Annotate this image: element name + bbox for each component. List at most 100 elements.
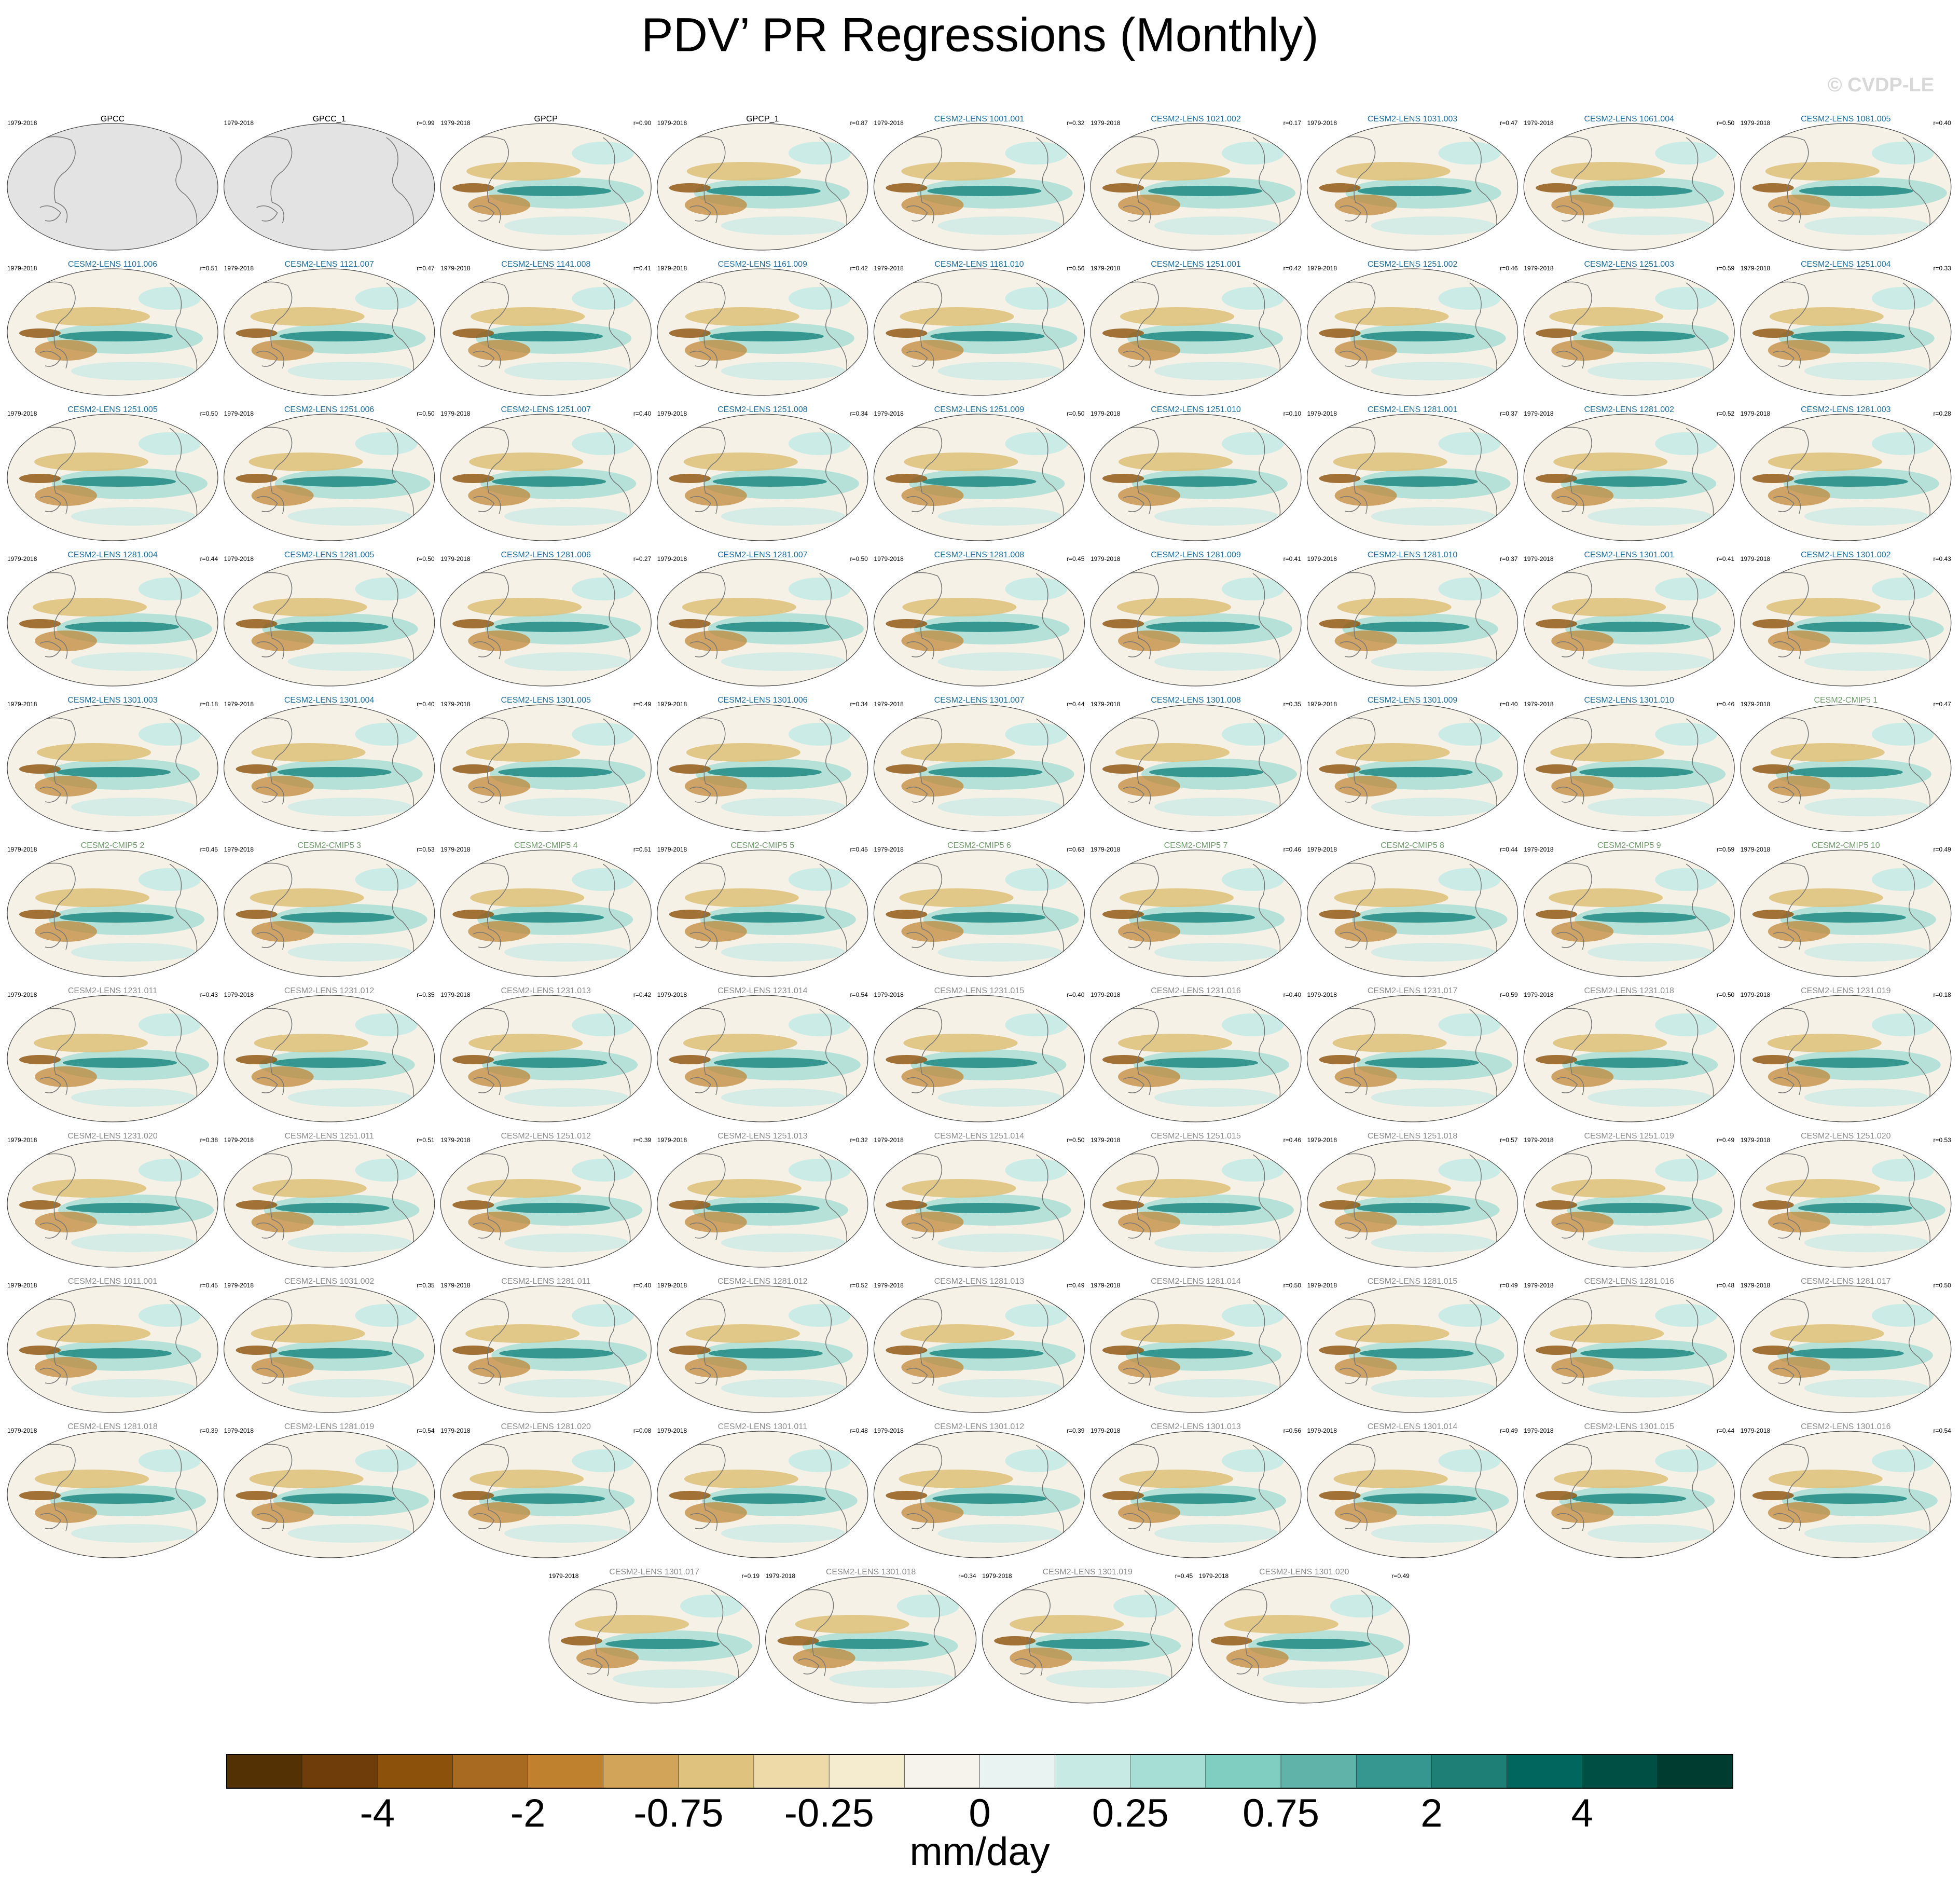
field-blob xyxy=(1551,1357,1614,1378)
panel-period: 1979-2018 xyxy=(1307,991,1337,998)
field-blob xyxy=(1871,287,1934,310)
coastline xyxy=(1757,1153,1931,1249)
colorbar-box xyxy=(1507,1754,1583,1789)
field-blob xyxy=(489,331,603,341)
field-blob xyxy=(937,507,1062,526)
field-blob xyxy=(1335,1324,1450,1343)
field-blob xyxy=(287,798,412,816)
field-blob xyxy=(1769,307,1884,326)
field-blob xyxy=(19,910,61,919)
map-outline xyxy=(224,849,435,977)
panel-r: r=0.40 xyxy=(417,701,435,708)
panel-title: CESM2-LENS 1251.002 xyxy=(1368,260,1458,269)
panel-r: r=0.40 xyxy=(633,410,652,417)
field-blob xyxy=(468,776,531,797)
field-blob xyxy=(1752,328,1794,338)
field-blob xyxy=(19,1055,61,1064)
coastline xyxy=(890,1298,1064,1394)
panel-title: CESM2-LENS 1251.013 xyxy=(717,1132,808,1141)
field-blob xyxy=(1551,340,1614,361)
field-blob xyxy=(1655,1159,1718,1182)
field-blob xyxy=(355,578,418,600)
map-panel: 1979-2018 CESM2-LENS 1231.017 r=0.59 xyxy=(1307,986,1519,1122)
panel-period: 1979-2018 xyxy=(440,555,471,563)
panel-r: r=0.18 xyxy=(200,701,218,708)
field-blob xyxy=(1102,328,1144,338)
field-blob xyxy=(251,485,314,506)
field-blob xyxy=(35,921,97,942)
coastline xyxy=(1757,862,1931,958)
panel-r: r=0.46 xyxy=(1717,701,1735,708)
field-blob xyxy=(1121,1324,1235,1343)
map-field xyxy=(1307,850,1518,977)
field-blob xyxy=(1334,921,1397,942)
colorbar-box xyxy=(1657,1754,1733,1789)
panel-period: 1979-2018 xyxy=(1307,1427,1337,1434)
map-panel: 1979-2018 CESM2-LENS 1231.013 r=0.42 xyxy=(440,986,652,1122)
map-outline xyxy=(873,123,1085,251)
panel-period: 1979-2018 xyxy=(657,701,687,708)
coastline xyxy=(890,136,1064,231)
field-blob xyxy=(1005,432,1068,455)
field-blob xyxy=(1804,798,1929,816)
field-blob xyxy=(71,943,196,962)
map-field xyxy=(7,414,218,541)
panel-r: r=0.35 xyxy=(417,991,435,998)
field-blob xyxy=(1804,943,1929,962)
panel-title: CESM2-LENS 1251.006 xyxy=(284,405,375,414)
panel-title: CESM2-LENS 1251.012 xyxy=(501,1132,591,1141)
field-blob xyxy=(1576,622,1691,632)
field-blob xyxy=(1102,619,1144,628)
field-blob xyxy=(1154,507,1279,526)
field-blob xyxy=(1010,1648,1072,1668)
panel-period: 1979-2018 xyxy=(224,846,254,853)
field-blob xyxy=(1804,216,1929,235)
panel-period: 1979-2018 xyxy=(440,119,471,127)
field-blob xyxy=(1319,183,1361,193)
map-field xyxy=(1307,124,1518,250)
field-blob xyxy=(1804,507,1929,526)
map-outline xyxy=(1307,1285,1519,1413)
field-blob xyxy=(1768,1066,1830,1087)
panel-r: r=0.46 xyxy=(1283,846,1302,853)
panel-r: r=0.44 xyxy=(1500,846,1518,853)
map-field xyxy=(657,1286,868,1412)
panel-period: 1979-2018 xyxy=(1524,1282,1554,1289)
coastline xyxy=(1107,862,1281,958)
field-blob xyxy=(35,1066,97,1087)
map-outline xyxy=(1523,849,1735,977)
panel-title: CESM2-LENS 1281.009 xyxy=(1151,551,1241,559)
field-blob xyxy=(788,1013,851,1036)
panel-title: CESM2-LENS 1251.011 xyxy=(284,1132,374,1141)
coastline xyxy=(1540,572,1714,667)
panel-title: CESM2-LENS 1301.002 xyxy=(1801,551,1891,559)
map-outline xyxy=(1090,123,1302,251)
map-field xyxy=(224,559,435,686)
coastline xyxy=(890,281,1064,377)
colorbar-label: -4 xyxy=(360,1791,395,1835)
field-blob xyxy=(504,507,629,526)
panel-period: 1979-2018 xyxy=(1741,1282,1771,1289)
field-blob xyxy=(490,912,604,923)
coastline xyxy=(457,427,631,522)
field-blob xyxy=(1319,1055,1361,1064)
field-blob xyxy=(926,1203,1041,1213)
map-outline xyxy=(873,268,1085,396)
map-outline xyxy=(873,1140,1085,1268)
panel-period: 1979-2018 xyxy=(1524,1136,1554,1144)
field-blob xyxy=(466,162,581,181)
field-blob xyxy=(1536,328,1578,338)
map-panel: 1979-2018 CESM2-LENS 1281.003 r=0.28 xyxy=(1740,405,1952,541)
field-blob xyxy=(1139,1348,1253,1359)
coastline xyxy=(999,1589,1172,1684)
field-blob xyxy=(1337,598,1452,616)
field-blob xyxy=(1552,598,1666,616)
field-blob xyxy=(1768,195,1830,215)
field-blob xyxy=(287,1524,412,1543)
map-panel: 1979-2018 CESM2-LENS 1251.001 r=0.42 xyxy=(1090,260,1302,396)
field-blob xyxy=(452,619,494,628)
map-panel: 1979-2018 CESM2-LENS 1251.007 r=0.40 xyxy=(440,405,652,541)
map-panel: 1979-2018 CESM2-LENS 1251.010 r=0.10 xyxy=(1090,405,1302,541)
panel-r: r=0.17 xyxy=(1283,119,1302,127)
field-blob xyxy=(669,910,711,919)
